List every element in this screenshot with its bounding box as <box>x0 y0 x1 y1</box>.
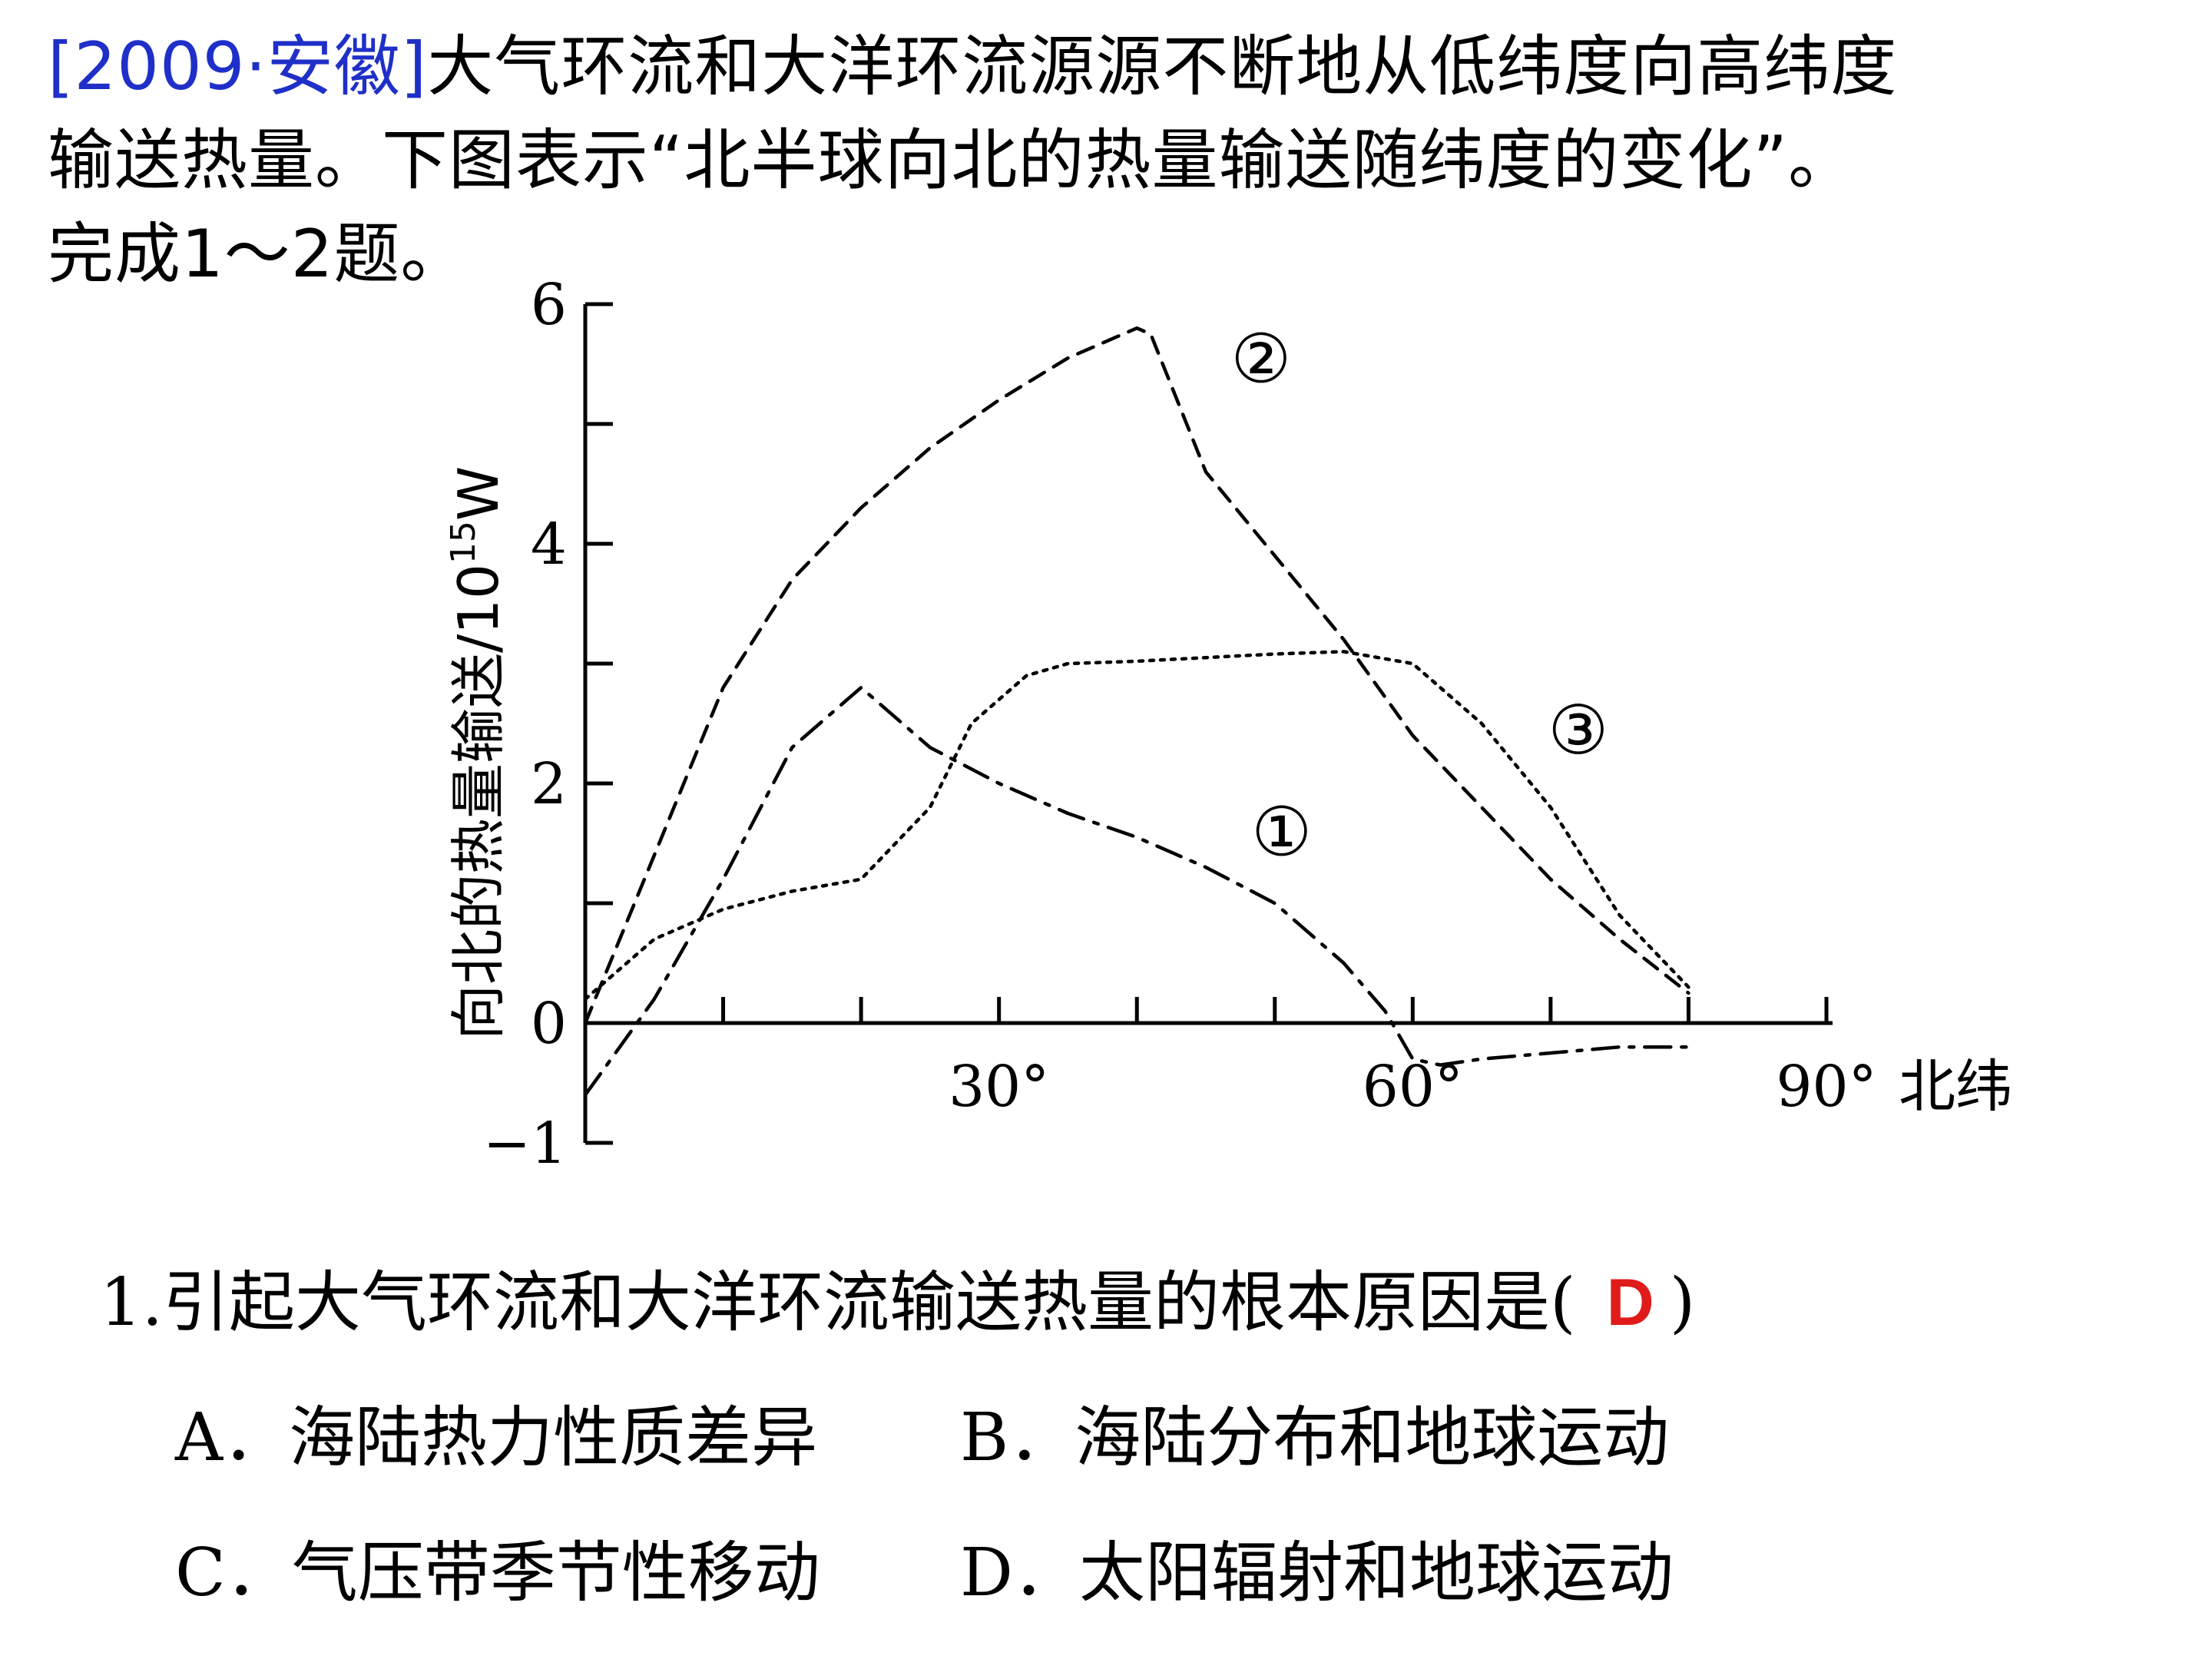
y-tick-label: 0 <box>531 991 567 1057</box>
question-source: [2009·安徽] <box>48 28 428 105</box>
x-tick-label: 60° <box>1363 1054 1463 1120</box>
x-axis-label: 北纬 <box>1899 1054 2012 1120</box>
series-line-1 <box>583 685 1690 1097</box>
option-b[interactable]: B．海陆分布和地球运动 <box>960 1399 1670 1476</box>
chart-labels: 6 4 2 0 −1 30° 60° 90° 北纬 向北的热量输送/1015W ① ② ③ <box>444 272 2012 1177</box>
answer-mark: D <box>1606 1266 1654 1339</box>
x-tick-label: 30° <box>949 1054 1049 1120</box>
intro-line-2: 输送热量。下图表示“北半球向北的热量输送随纬度的变化”。 <box>48 122 1856 199</box>
intro-line-3: 完成1～2题。 <box>48 216 468 293</box>
x-tick-label: 90° <box>1776 1054 1876 1120</box>
series-label-1: ① <box>1251 793 1312 872</box>
option-d[interactable]: D．太阳辐射和地球运动 <box>960 1535 1674 1611</box>
y-axis-label: 向北的热量输送/1015W <box>444 466 511 1040</box>
option-a[interactable]: A．海陆热力性质差异 <box>175 1399 818 1476</box>
y-tick-label: −1 <box>483 1111 567 1177</box>
intro-line-1: [2009·安徽]大气环流和大洋环流源源不断地从低纬度向高纬度 <box>48 20 2183 114</box>
series-label-2: ② <box>1230 319 1291 398</box>
chart-axes <box>583 302 1833 1145</box>
question-intro: [2009·安徽]大气环流和大洋环流源源不断地从低纬度向高纬度 输送热量。下图表… <box>48 20 2183 301</box>
series-line-2 <box>583 326 1690 1025</box>
question-stem: 1.引起大气环流和大洋环流输送热量的根本原因是( <box>100 1264 1576 1341</box>
series-label-3: ③ <box>1548 690 1608 770</box>
intro-text-1: 大气环流和大洋环流源源不断地从低纬度向高纬度 <box>427 28 1898 105</box>
series-line-3 <box>583 650 1690 1002</box>
chart-series <box>583 326 1690 1097</box>
y-tick-label: 6 <box>531 272 567 338</box>
question-close: ) <box>1669 1264 1696 1341</box>
y-tick-label: 2 <box>531 751 567 817</box>
option-c[interactable]: C．气压带季节性移动 <box>175 1535 820 1611</box>
y-tick-label: 4 <box>531 512 567 578</box>
question-1: 1.引起大气环流和大洋环流输送热量的根本原因是( D) <box>100 1264 1695 1341</box>
